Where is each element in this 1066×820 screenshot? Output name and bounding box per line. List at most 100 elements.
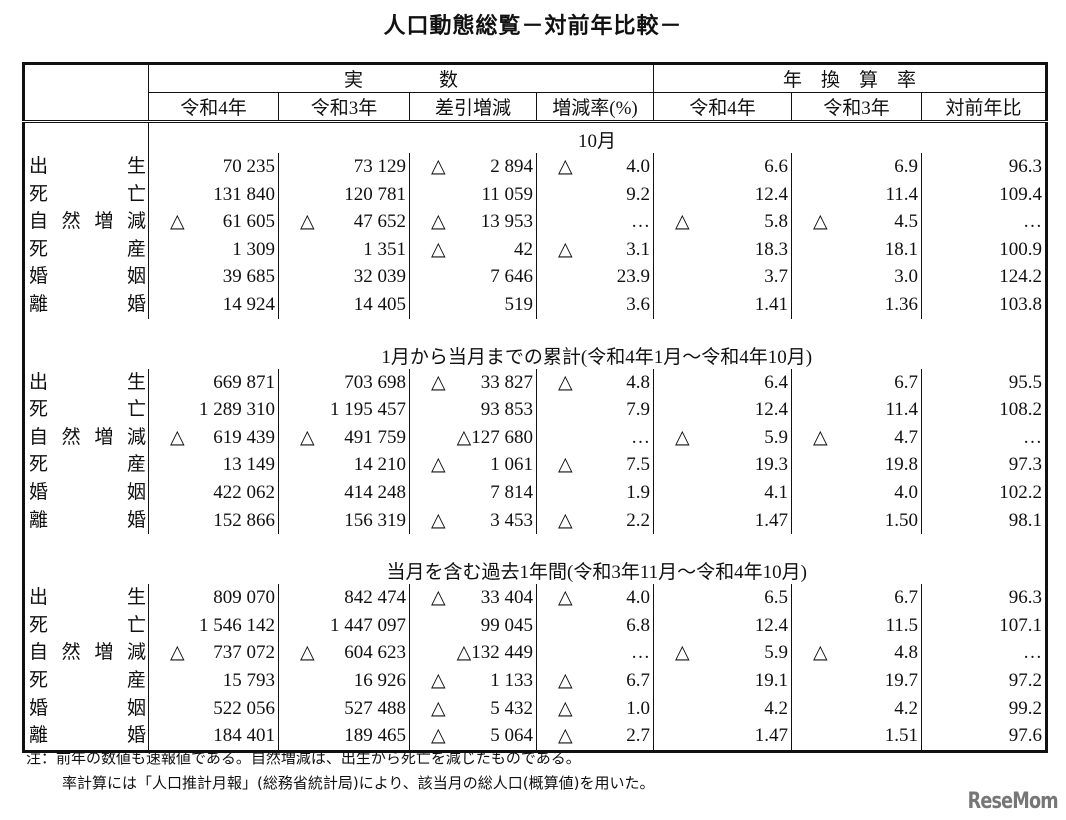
negative-marker: △ [813, 642, 828, 664]
value-cell: 527 488 [278, 694, 410, 723]
value-cell: 422 062 [148, 478, 279, 507]
value-number: 491 759 [344, 426, 406, 448]
column-header: 令和4年 [653, 92, 792, 123]
value-cell: △ 1 133 [409, 666, 537, 695]
column-header: 令和3年 [791, 92, 922, 123]
value-cell: 15 793 [148, 666, 279, 695]
value-cell: 18.3 [653, 235, 792, 264]
population-dynamics-table: 実 数 年 換 算 率 令和4年 令和3年 差引増減 増減率(%) 令和4年 令和3年 対前… [22, 62, 1048, 753]
value-cell: 1.47 [653, 506, 792, 535]
row-label: 出生 [23, 584, 149, 612]
negative-marker: △ [675, 211, 690, 233]
row-label: 婚姻 [23, 478, 149, 507]
value-number: 3.1 [626, 238, 650, 260]
table-row: 離婚 14 924 14 405 519 3.6 1.41 1.36 103.8 [23, 290, 1047, 319]
negative-marker: △ [558, 156, 573, 177]
value-cell: 96.3 [1008, 156, 1042, 177]
value-cell: 152 866 [148, 506, 279, 535]
section-title-row: 10月 [23, 121, 1047, 153]
value-cell: △ 5 064 [409, 722, 537, 752]
value-cell: 99.2 [1008, 697, 1042, 719]
value-cell: 12.4 [653, 180, 792, 209]
value-cell: 131 840 [148, 180, 279, 209]
value-cell: 6.5 [653, 584, 792, 612]
value-number: 604 623 [344, 642, 406, 664]
negative-marker: △ [431, 454, 446, 476]
value-cell: 96.3 [1008, 587, 1042, 609]
value-cell: 1 351 [278, 235, 410, 264]
value-number: 5.9 [764, 642, 788, 664]
value-number: 3 453 [490, 509, 533, 531]
row-label: 離婚 [23, 722, 149, 752]
section-title: 当月を含む過去1年間(令和3年11月～令和4年10月) [386, 562, 807, 584]
negative-marker: △ [431, 211, 446, 233]
value-cell: 109.4 [999, 183, 1042, 205]
value-cell: 4.0 [791, 478, 922, 507]
negative-marker: △ [170, 642, 185, 664]
value-cell: △ 4.5 [791, 208, 922, 236]
value-cell: △ 47 652 [278, 208, 410, 236]
value-cell: △ 42 [409, 235, 537, 264]
value-cell: △ 2.2 [536, 506, 654, 535]
negative-marker: △ [558, 697, 573, 719]
value-cell: 100.9 [999, 238, 1042, 260]
table-row: 出生 70 235 73 129 △ 2 894 △ 4.0 6.6 6.9 96.3 [23, 153, 1047, 181]
value-cell: … [1023, 211, 1042, 233]
value-cell: … [1023, 642, 1042, 664]
value-cell: 102.2 [999, 481, 1042, 503]
table-row: 死亡 1 289 310 1 195 457 93 853 7.9 12.4 11.4 108… [23, 396, 1047, 424]
value-cell: 6.7 [791, 368, 922, 397]
value-cell: 414 248 [278, 478, 410, 507]
section-title-row: 当月を含む過去1年間(令和3年11月～令和4年10月) [24, 554, 1047, 584]
value-cell: △ 4.0 [536, 584, 654, 612]
row-label: 離婚 [23, 506, 149, 535]
value-cell: 19.7 [791, 666, 922, 695]
negative-marker: △ [431, 371, 446, 393]
column-header: 対前年比 [921, 92, 1047, 123]
table-row: 婚姻 422 062 414 248 7 814 1.9 4.1 4.0 102.2 [23, 478, 1047, 507]
value-cell: 1.9 [536, 478, 654, 507]
value-number: 5.8 [764, 211, 788, 233]
value-number: 5.9 [764, 426, 788, 448]
value-number: 2.2 [626, 509, 650, 531]
value-cell: 184 401 [148, 722, 279, 752]
value-number: 42 [514, 238, 533, 260]
value-cell: △ 5.9 [653, 423, 792, 452]
note-line: 注：前年の数値も速報値である。自然増減は、出生から死亡を減じたものである。 [26, 749, 581, 767]
value-cell: 522 056 [148, 694, 279, 723]
value-cell: 32 039 [278, 263, 410, 291]
value-cell: 73 129 [278, 153, 410, 181]
value-cell: 842 474 [278, 584, 410, 612]
row-label: 自然増減 [23, 208, 149, 236]
column-header: 令和4年 [148, 92, 279, 123]
row-label: 離婚 [23, 290, 149, 319]
value-number: 1 061 [490, 454, 533, 476]
column-header: 差引増減 [409, 92, 537, 123]
table-row: 婚姻 39 685 32 039 7 646 23.9 3.7 3.0 124.2 [23, 263, 1047, 291]
negative-marker: △ [431, 238, 446, 260]
resemom-logo: ReseMom [967, 789, 1059, 814]
row-label: 死亡 [23, 611, 149, 640]
value-cell: 9.2 [536, 180, 654, 209]
value-cell: 1.47 [653, 722, 792, 752]
corner-cell [23, 63, 149, 123]
table-row: 離婚 184 401 189 465 △ 5 064 △ 2.7 1.47 1.51 97.6 [23, 722, 1047, 752]
value-cell: 108.2 [999, 399, 1042, 421]
value-cell: 3.0 [791, 263, 922, 291]
value-number: 4.0 [626, 156, 650, 177]
value-cell: △127 680 [409, 423, 537, 452]
row-label: 婚姻 [23, 263, 149, 291]
value-cell: 3.6 [536, 290, 654, 319]
value-number: 1.0 [626, 697, 650, 719]
value-cell: 12.4 [653, 396, 792, 424]
table-row: 死産 15 793 16 926 △ 1 133 △ 6.7 19.1 19.7 97.2 [23, 666, 1047, 695]
value-number: 4.8 [626, 371, 650, 393]
table-row: 自然増減 △ 737 072 △ 604 623 △132 449… △ 5.9 △ 4.8… [23, 639, 1047, 667]
value-cell: 95.5 [1008, 371, 1042, 393]
note-line: 率計算には「人口推計月報」(総務省統計局)により、該当月の総人口(概算値)を用い… [62, 774, 655, 792]
negative-marker: △ [431, 509, 446, 531]
value-cell: 12.4 [653, 611, 792, 640]
negative-marker: △ [558, 454, 573, 476]
value-number: 6.7 [626, 669, 650, 691]
value-cell: 1.36 [791, 290, 922, 319]
